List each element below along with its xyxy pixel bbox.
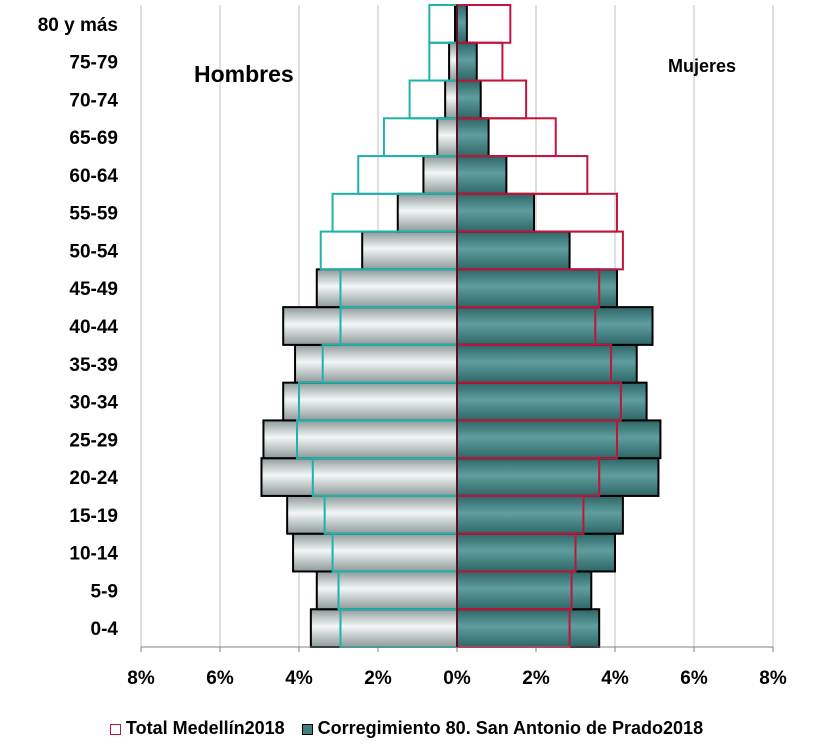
bar-corregimiento-mujeres: [456, 4, 468, 44]
corregimiento-bars: [260, 4, 662, 648]
y-tick-label: 45-49: [69, 279, 118, 300]
bar-corregimiento-hombres: [444, 79, 458, 120]
bar-corregimiento-mujeres: [456, 230, 571, 271]
bar-corregimiento-mujeres: [456, 268, 618, 309]
bar-corregimiento-mujeres: [456, 117, 490, 158]
bar-corregimiento-hombres: [315, 570, 458, 611]
y-tick-label: 15-19: [69, 506, 118, 527]
legend-label-total-medellin: Total Medellín2018: [125, 718, 285, 738]
y-tick-label: 70-74: [69, 90, 118, 111]
bar-corregimiento-hombres: [286, 494, 458, 535]
mujeres-label: Mujeres: [668, 56, 736, 76]
y-tick-label: 10-14: [69, 544, 118, 565]
y-tick-label: 75-79: [69, 53, 118, 74]
bar-corregimiento-hombres: [396, 192, 458, 233]
bar-corregimiento-hombres: [422, 155, 458, 195]
bar-corregimiento-mujeres: [456, 494, 624, 535]
y-tick-label: 40-44: [69, 317, 118, 338]
total-medellin-bars: [296, 4, 624, 648]
bar-corregimiento-hombres: [448, 41, 459, 82]
bar-corregimiento-mujeres: [456, 381, 648, 422]
y-tick-label: 30-34: [69, 393, 118, 414]
bar-corregimiento-mujeres: [456, 192, 536, 233]
y-tick-label: 20-24: [69, 468, 118, 489]
x-tick-label: 4%: [285, 668, 313, 689]
labels: Hombres Mujeres 8% 6% 4% 2% 0% 2% 4% 6% 8% 0-4 5-9…: [38, 15, 787, 689]
bar-corregimiento-mujeres: [456, 343, 638, 384]
bar-corregimiento-hombres: [282, 381, 459, 422]
bar-corregimiento-mujeres: [456, 79, 482, 120]
legend-item-total-medellin: Total Medellín2018: [109, 718, 285, 739]
legend-item-corregimiento: Corregimiento 80. San Antonio de Prado20…: [301, 718, 704, 739]
x-tick-label: 4%: [601, 668, 629, 689]
bar-corregimiento-mujeres: [456, 457, 660, 497]
x-tick-label: 8%: [759, 668, 787, 689]
hombres-label: Hombres: [194, 61, 294, 87]
legend-swatch-filled: [301, 724, 313, 735]
y-tick-label: 50-54: [69, 241, 118, 262]
y-tick-label: 65-69: [69, 128, 118, 149]
bar-corregimiento-mujeres: [456, 155, 508, 195]
x-tick-label: 6%: [206, 668, 234, 689]
bar-corregimiento-hombres: [282, 306, 459, 346]
bar-corregimiento-hombres: [294, 343, 458, 384]
x-tick-label: 8%: [127, 668, 155, 689]
bar-corregimiento-hombres: [315, 268, 458, 309]
bar-corregimiento-hombres: [262, 419, 459, 460]
bar-corregimiento-hombres: [292, 532, 459, 573]
bar-corregimiento-mujeres: [456, 41, 478, 82]
bar-corregimiento-mujeres: [456, 419, 662, 460]
bar-corregimiento-hombres: [361, 230, 459, 271]
x-tick-label: 0%: [443, 668, 471, 689]
y-tick-label: 60-64: [69, 166, 118, 187]
bar-corregimiento-hombres: [260, 457, 458, 497]
bar-corregimiento-hombres: [436, 117, 458, 158]
bar-total-hombres: [428, 4, 459, 44]
bar-corregimiento-mujeres: [456, 306, 654, 346]
y-tick-label: 35-39: [69, 355, 118, 376]
x-tick-label: 6%: [680, 668, 708, 689]
legend: Total Medellín2018 Corregimiento 80. San…: [0, 718, 813, 739]
y-tick-label: 80 y más: [38, 15, 118, 36]
y-tick-label: 5-9: [91, 581, 118, 602]
bar-corregimiento-mujeres: [456, 608, 601, 648]
y-tick-label: 0-4: [91, 619, 119, 640]
legend-label-corregimiento: Corregimiento 80. San Antonio de Prado20…: [317, 718, 704, 738]
bar-corregimiento-hombres: [309, 608, 458, 648]
y-tick-label: 25-29: [69, 430, 118, 451]
axes: [140, 5, 774, 652]
x-tick-label: 2%: [364, 668, 392, 689]
bar-corregimiento-mujeres: [456, 532, 616, 573]
legend-swatch-outline: [109, 724, 121, 735]
y-tick-label: 55-59: [69, 204, 118, 225]
x-tick-label: 2%: [522, 668, 550, 689]
